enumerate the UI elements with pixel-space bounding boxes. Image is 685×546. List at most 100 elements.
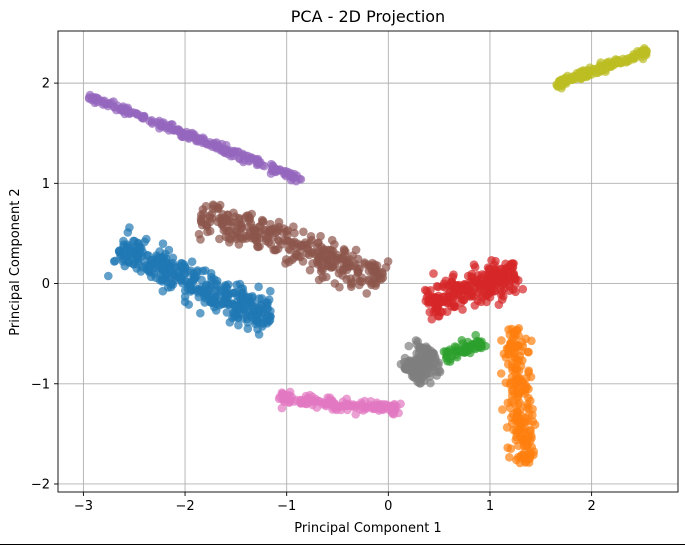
data-point	[220, 222, 229, 232]
data-point	[328, 402, 338, 412]
data-point	[614, 56, 623, 65]
data-point	[225, 318, 235, 327]
data-point	[301, 391, 311, 401]
data-point	[602, 58, 612, 67]
data-point	[119, 236, 128, 246]
data-point	[245, 153, 255, 163]
data-point	[197, 135, 206, 145]
data-point	[289, 222, 298, 231]
data-point	[187, 276, 197, 285]
data-point	[145, 267, 154, 277]
data-point	[231, 232, 241, 242]
data-point	[448, 295, 458, 304]
data-point	[154, 253, 164, 263]
data-point	[524, 347, 533, 357]
data-point	[504, 343, 514, 353]
data-point	[305, 265, 315, 275]
data-point	[268, 162, 278, 171]
data-point	[247, 233, 256, 243]
data-point	[142, 234, 151, 244]
data-point	[116, 105, 125, 115]
data-point	[263, 298, 272, 307]
data-point	[514, 376, 524, 386]
data-point	[224, 289, 233, 299]
data-point	[176, 259, 186, 268]
data-point	[158, 239, 168, 248]
data-point	[508, 262, 518, 272]
data-point	[501, 259, 510, 269]
data-point	[125, 223, 134, 232]
x-tick-label: 2	[587, 499, 595, 514]
data-point	[144, 251, 153, 260]
data-point	[319, 398, 329, 408]
data-point	[412, 349, 421, 358]
data-point	[422, 293, 432, 302]
data-point	[627, 53, 636, 62]
data-point	[344, 258, 354, 267]
data-point	[224, 233, 233, 243]
data-point	[475, 339, 485, 348]
data-point	[520, 389, 530, 398]
data-point	[262, 234, 271, 243]
data-point	[306, 232, 316, 241]
data-point	[357, 277, 367, 287]
data-point	[450, 302, 459, 311]
data-point	[580, 71, 589, 81]
data-point	[328, 247, 338, 256]
data-point	[207, 272, 216, 282]
data-point	[201, 288, 210, 297]
data-point	[484, 281, 494, 290]
data-point	[274, 217, 284, 227]
data-point	[490, 277, 500, 286]
data-point	[372, 398, 382, 408]
data-point	[228, 221, 237, 231]
data-point	[157, 121, 167, 131]
data-point	[165, 124, 174, 133]
y-tick-label: −1	[31, 377, 50, 392]
data-point	[518, 284, 528, 294]
data-point	[174, 127, 184, 136]
data-point	[109, 97, 118, 106]
data-point	[187, 257, 197, 267]
data-point	[456, 298, 466, 307]
data-point	[205, 211, 214, 221]
data-point	[432, 367, 441, 377]
data-point	[505, 403, 515, 413]
data-point	[168, 258, 178, 268]
data-point	[496, 369, 506, 378]
data-point	[420, 357, 430, 367]
data-point	[396, 399, 405, 409]
data-point	[258, 322, 267, 331]
data-point	[517, 450, 526, 460]
data-point	[514, 324, 524, 333]
data-point	[401, 363, 410, 373]
data-point	[101, 99, 111, 108]
data-point	[285, 245, 295, 255]
data-point	[157, 263, 166, 272]
data-point	[252, 156, 262, 165]
data-point	[313, 239, 323, 248]
data-point	[244, 292, 254, 302]
data-point	[526, 372, 536, 382]
data-point	[212, 144, 221, 153]
data-point	[378, 273, 388, 283]
data-point	[522, 403, 531, 412]
data-point	[347, 282, 356, 292]
data-point	[512, 415, 522, 425]
data-point	[517, 338, 527, 347]
data-point	[197, 217, 206, 226]
cluster-8	[396, 336, 445, 388]
data-point	[441, 276, 451, 286]
data-point	[268, 232, 278, 242]
y-axis-label: Principal Component 2	[8, 188, 23, 335]
plot-frame	[57, 30, 679, 493]
data-point	[258, 217, 267, 227]
data-point	[222, 308, 232, 317]
data-point	[292, 250, 301, 259]
data-point	[125, 109, 134, 119]
data-point	[419, 345, 429, 355]
y-tick-label: 1	[42, 177, 50, 192]
data-point	[316, 248, 325, 258]
data-point	[341, 247, 350, 256]
data-point	[412, 339, 422, 349]
